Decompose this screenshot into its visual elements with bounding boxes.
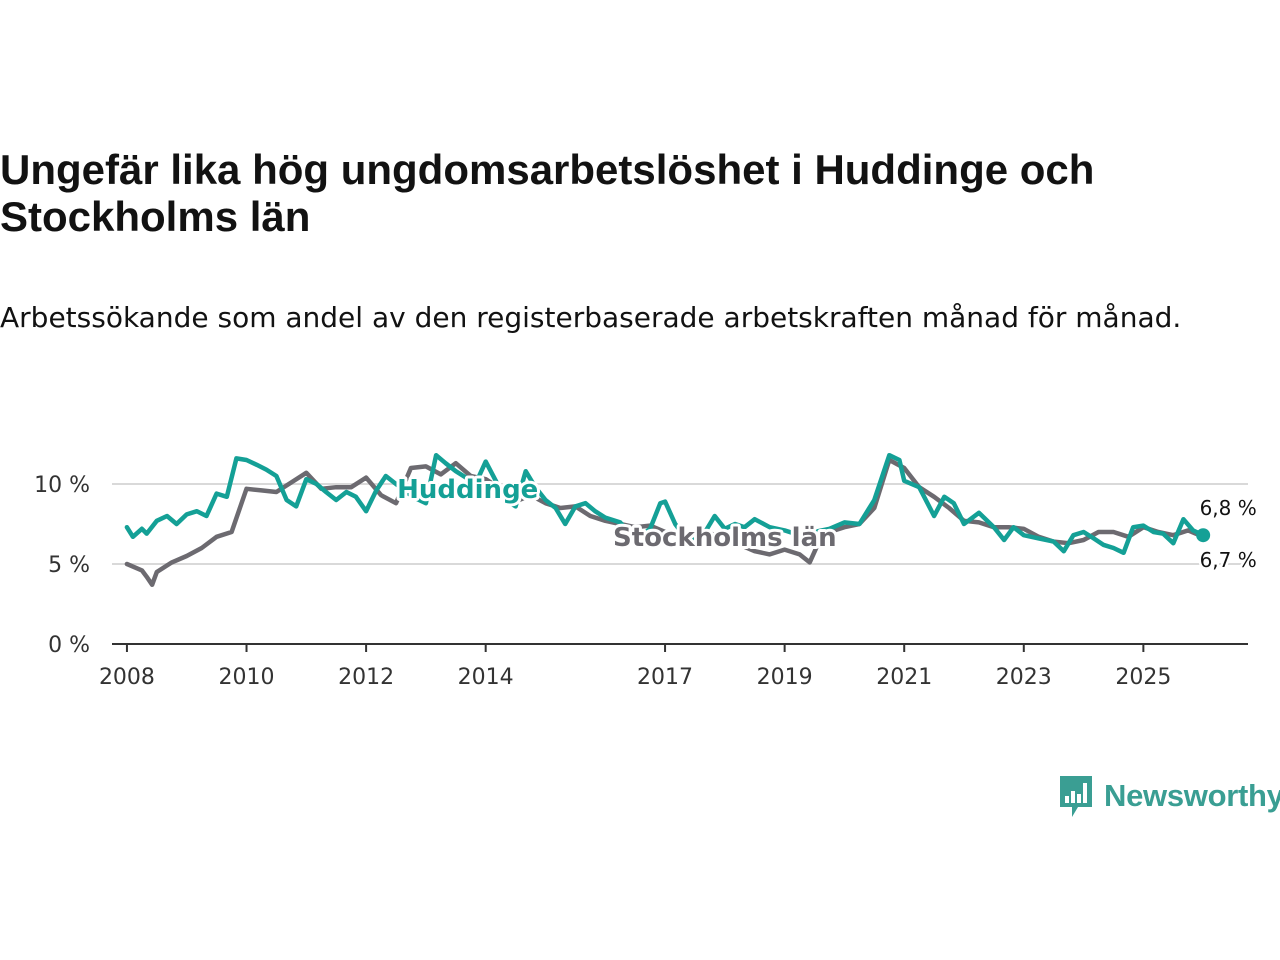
y-tick-label: 0 % <box>48 633 90 658</box>
line-chart: 0 %5 %10 % 2008 2010 2012 2014 2017 2019 2021 2… <box>34 452 1259 690</box>
huddinge-end-label: 6,8 % <box>1200 496 1257 520</box>
x-tick-label: 2014 <box>458 665 514 690</box>
chart-title: Ungefär lika hög ungdomsarbetslöshet i H… <box>0 146 1095 240</box>
x-tick-label: 2021 <box>876 665 932 690</box>
x-tick-label: 2023 <box>996 665 1052 690</box>
x-tick-label: 2012 <box>338 665 394 690</box>
x-tick-label: 2019 <box>757 665 813 690</box>
newsworthy-logo-icon <box>1060 776 1092 817</box>
x-tick-label: 2017 <box>637 665 693 690</box>
huddinge-line <box>124 452 1206 556</box>
x-tick-label: 2008 <box>99 665 155 690</box>
x-tick-label: 2025 <box>1115 665 1171 690</box>
gridlines <box>112 483 1248 645</box>
huddinge-series-label: Huddinge <box>397 475 538 505</box>
brand-name: Newsworthy <box>1104 778 1280 813</box>
chart-subtitle: Arbetssökande som andel av den registerb… <box>0 301 1182 334</box>
x-axis-ticks: 2008 2010 2012 2014 2017 2019 2021 2023 2025 <box>99 644 1171 690</box>
series-labels: Stockholms län Huddinge 6,8 % 6,7 % <box>394 472 1259 575</box>
x-tick-label: 2010 <box>219 665 275 690</box>
newsworthy-logo[interactable]: Newsworthy <box>1058 772 1280 820</box>
huddinge-end-point <box>1196 528 1211 543</box>
y-tick-label: 5 % <box>48 553 90 578</box>
y-tick-label: 10 % <box>34 473 90 498</box>
y-axis-ticks: 0 % 5 % 10 % <box>34 473 90 658</box>
stockholm-series-label: Stockholms län <box>613 523 837 553</box>
stockholm-end-label: 6,7 % <box>1200 548 1257 572</box>
series-lines <box>124 452 1211 588</box>
